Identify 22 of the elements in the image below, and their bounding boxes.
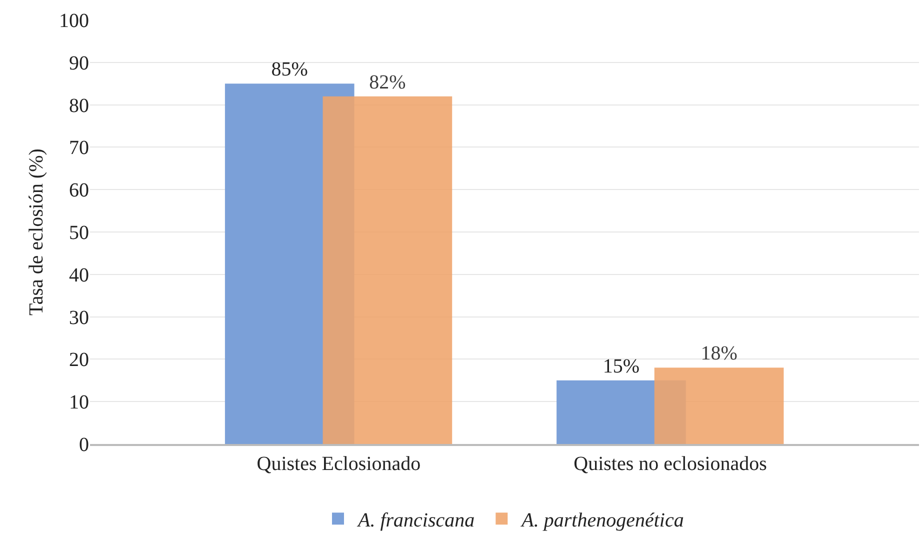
legend-label: A. franciscana bbox=[356, 509, 475, 532]
x-tick-label: Quistes no eclosionados bbox=[574, 453, 768, 475]
bar bbox=[322, 96, 452, 444]
y-tick-label: 80 bbox=[69, 94, 89, 117]
y-tick-label: 50 bbox=[69, 222, 89, 244]
data-label: 82% bbox=[369, 71, 406, 94]
legend-label: A. parthenogenética bbox=[520, 509, 684, 532]
data-label: 15% bbox=[602, 355, 640, 378]
y-tick-label: 90 bbox=[69, 52, 89, 74]
data-label: 18% bbox=[700, 342, 738, 365]
y-tick-label: 10 bbox=[69, 392, 89, 414]
y-tick-label: 40 bbox=[69, 264, 89, 286]
y-tick-label: 70 bbox=[69, 137, 89, 160]
y-tick-label: 30 bbox=[69, 306, 89, 329]
y-tick-label: 0 bbox=[79, 434, 89, 456]
y-tick-label: 20 bbox=[69, 349, 89, 372]
y-axis-title: Tasa de eclosión (%) bbox=[26, 148, 48, 316]
data-label: 85% bbox=[271, 58, 308, 81]
y-tick-label: 60 bbox=[69, 180, 89, 202]
bar bbox=[654, 368, 784, 444]
x-tick-label: Quistes Eclosionado bbox=[256, 453, 421, 475]
y-tick-label: 100 bbox=[59, 10, 89, 32]
